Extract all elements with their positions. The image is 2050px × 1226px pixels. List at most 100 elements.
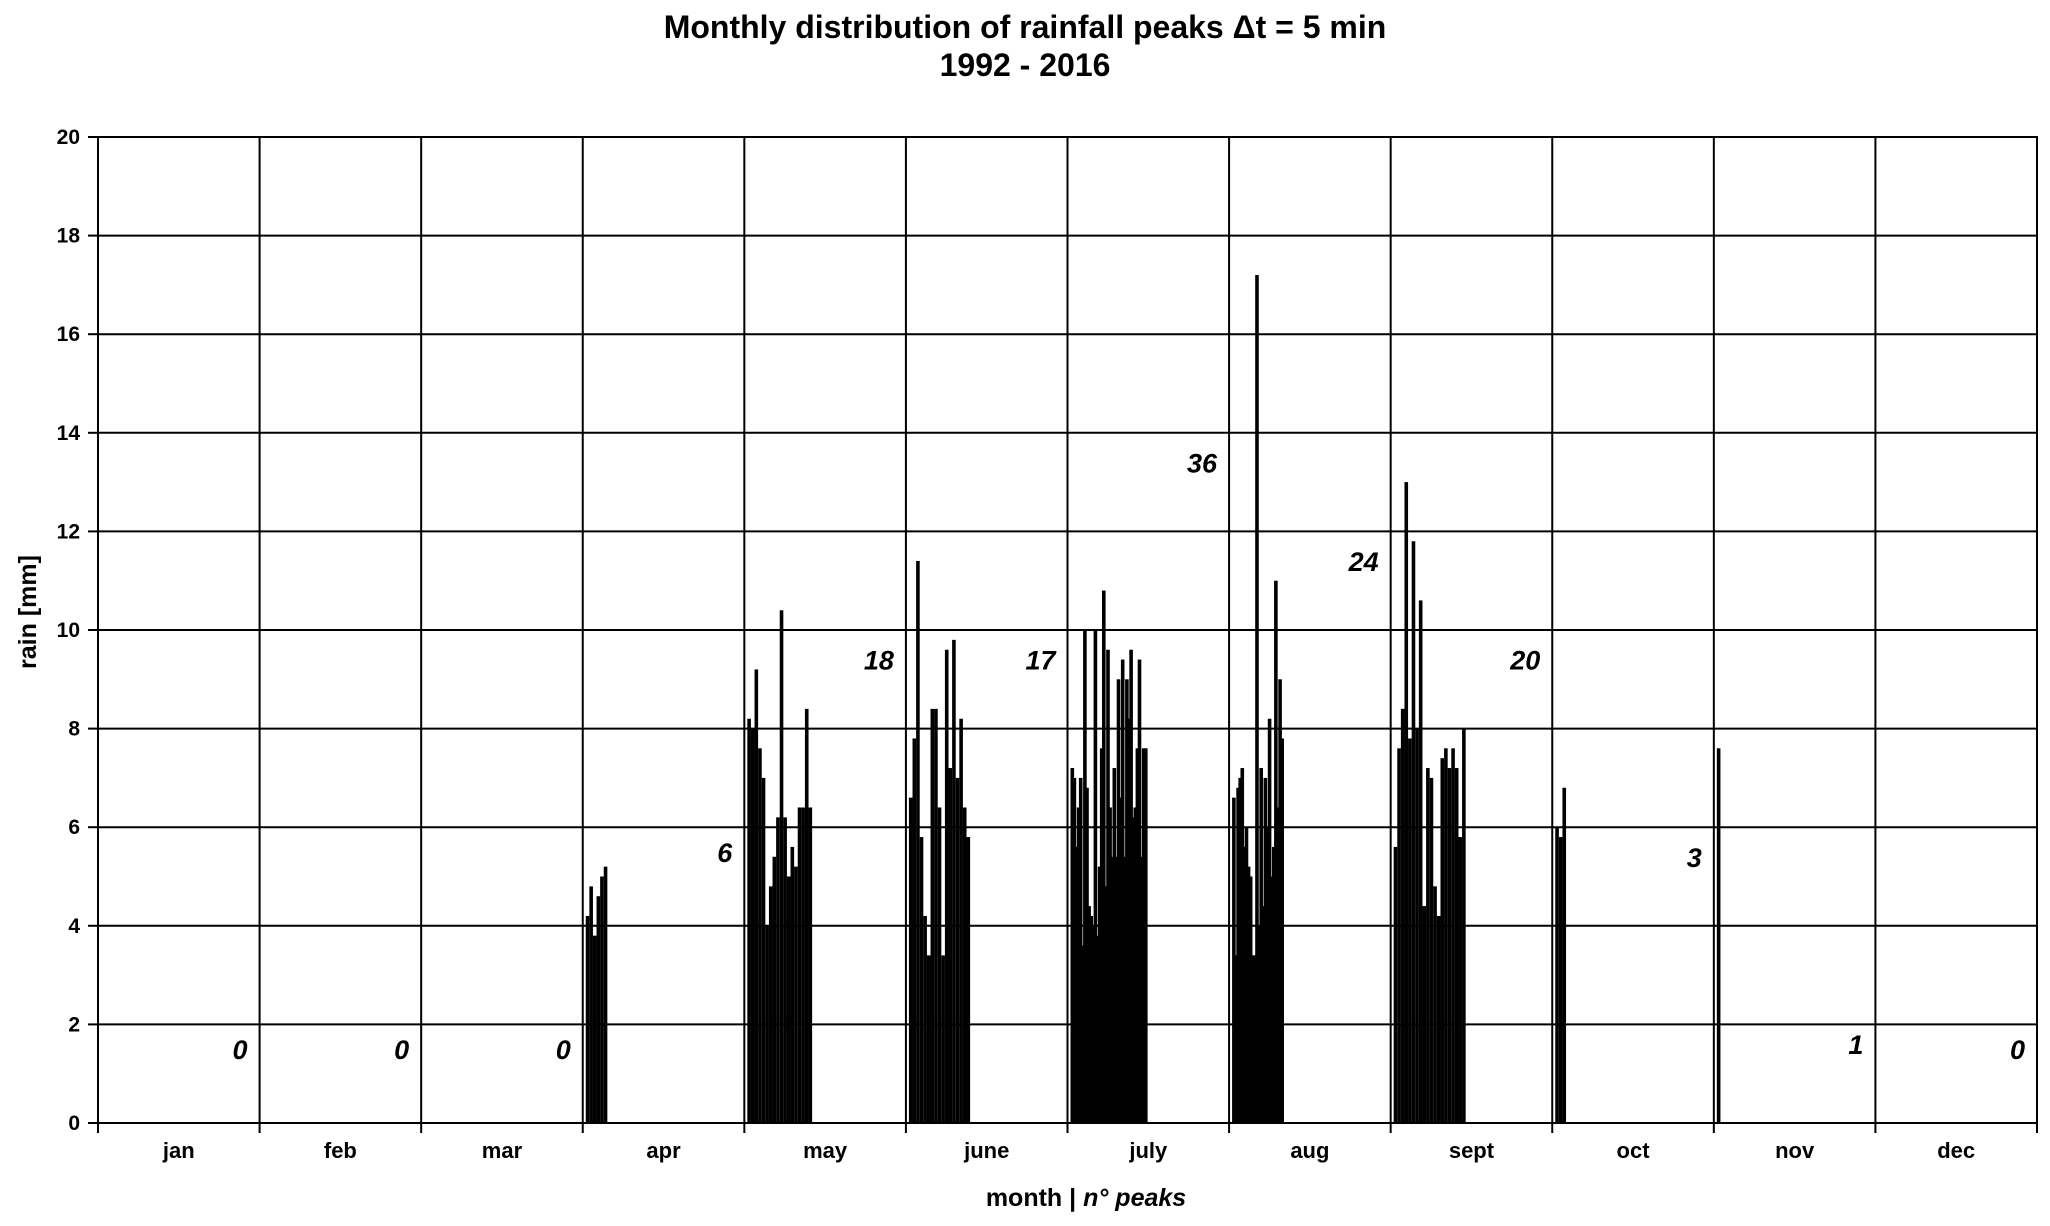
peak-bar <box>923 915 927 1123</box>
peak-bar <box>937 807 942 1123</box>
peak-bar <box>1093 630 1098 1123</box>
peak-bar <box>592 935 597 1123</box>
peak-bar <box>926 955 931 1123</box>
peak-bar <box>1104 886 1108 1123</box>
y-tick-label: 0 <box>68 1112 80 1135</box>
peak-bar <box>1110 856 1114 1123</box>
peak-count-label: 0 <box>394 1035 409 1065</box>
peak-count-label: 1 <box>1848 1030 1863 1060</box>
peak-bar <box>1265 827 1270 1123</box>
peak-bar <box>804 708 809 1123</box>
peak-bar <box>797 807 802 1123</box>
peak-bar <box>1232 797 1236 1123</box>
month-label: may <box>803 1138 848 1163</box>
peak-bar <box>790 846 795 1123</box>
peak-bar <box>1242 846 1247 1123</box>
peak-bar <box>1257 925 1261 1123</box>
peak-bar <box>1127 718 1131 1123</box>
peak-bar <box>1106 649 1110 1123</box>
peak-bar <box>600 876 604 1123</box>
peak-bar <box>1274 580 1278 1123</box>
y-tick-label: 2 <box>68 1013 80 1036</box>
peak-bar <box>589 886 593 1123</box>
peak-bar <box>1129 649 1133 1123</box>
peak-bar <box>1141 748 1146 1123</box>
y-tick-label: 8 <box>68 718 80 741</box>
peak-bar <box>1267 718 1272 1123</box>
peak-bar <box>1278 679 1282 1123</box>
peak-bar <box>783 817 787 1123</box>
peak-bar <box>1555 827 1559 1123</box>
peak-count-label: 0 <box>556 1035 571 1065</box>
peak-bar <box>1125 679 1129 1123</box>
peak-bar <box>1112 768 1117 1123</box>
peak-bar <box>1135 748 1140 1123</box>
peak-bar <box>801 807 805 1123</box>
peak-bar <box>1078 777 1083 1123</box>
peak-bar <box>1259 768 1263 1123</box>
peak-bar <box>1250 955 1255 1123</box>
peak-bar <box>1422 906 1427 1123</box>
peak-bar <box>955 777 960 1123</box>
peak-bar <box>776 817 780 1123</box>
peak-bar <box>1118 797 1123 1123</box>
peak-bar <box>1436 915 1441 1123</box>
peak-bar <box>772 856 777 1123</box>
month-label: oct <box>1617 1138 1651 1163</box>
peak-count-label: 20 <box>1509 646 1540 676</box>
peak-bar <box>1261 906 1266 1123</box>
x-tick-labels: jan feb mar apr may june july aug sept oct nov dec <box>162 1138 1975 1163</box>
peak-count-label: 6 <box>717 838 733 868</box>
peak-bar <box>1238 777 1242 1123</box>
peak-bar <box>1085 787 1089 1123</box>
peak-count-label: 18 <box>864 646 894 676</box>
peak-bar <box>1089 915 1093 1123</box>
x-axis-title-separator: | <box>1062 1184 1083 1212</box>
peak-bar <box>1076 807 1081 1123</box>
month-label: apr <box>646 1138 681 1163</box>
peak-bar <box>1451 748 1455 1123</box>
plot-frame <box>97 136 2038 1124</box>
month-label: aug <box>1290 1138 1329 1163</box>
chart-title-group: Monthly distribution of rainfall peaks Δ… <box>664 9 1387 83</box>
peak-bar <box>1102 590 1106 1123</box>
peak-bar <box>948 768 953 1123</box>
bars-layer <box>585 275 1721 1124</box>
y-tick-label: 20 <box>57 126 80 149</box>
peak-bar <box>750 728 755 1123</box>
peak-bar <box>596 896 601 1123</box>
peak-bar <box>1400 708 1405 1123</box>
peak-bar <box>765 925 769 1123</box>
peak-bar <box>1074 846 1079 1123</box>
chart-subtitle: 1992 - 2016 <box>940 47 1111 83</box>
peak-bar <box>1070 768 1075 1123</box>
peak-bar <box>1097 866 1102 1123</box>
peak-bar <box>1253 955 1257 1123</box>
peak-bar <box>1255 275 1259 1123</box>
peak-bar <box>1087 906 1091 1123</box>
peak-bar <box>1116 679 1121 1123</box>
peak-bar <box>779 610 784 1123</box>
peak-bar <box>1393 846 1398 1123</box>
y-tick-label: 16 <box>57 323 80 346</box>
peak-bar <box>959 718 963 1123</box>
chart-title: Monthly distribution of rainfall peaks Δ… <box>664 9 1387 45</box>
peak-bar <box>1236 787 1240 1123</box>
peak-bar <box>1426 768 1430 1123</box>
peak-bar <box>761 777 766 1123</box>
month-label: dec <box>1937 1138 1975 1163</box>
peak-bar <box>1280 738 1284 1123</box>
peak-count-label: 0 <box>233 1035 248 1065</box>
peak-bar <box>808 807 813 1123</box>
peak-bar <box>912 738 917 1123</box>
peak-bar <box>1429 777 1434 1123</box>
peak-bar <box>1139 856 1144 1123</box>
x-axis-title: month | n° peaks <box>986 1184 1186 1212</box>
peak-bar <box>1271 846 1276 1123</box>
peak-bar <box>1081 945 1085 1123</box>
peak-bar <box>1397 748 1401 1123</box>
peak-bar <box>941 955 945 1123</box>
peak-bar <box>754 669 759 1123</box>
peak-bar <box>1558 837 1563 1123</box>
peak-count-label: 17 <box>1025 646 1057 676</box>
